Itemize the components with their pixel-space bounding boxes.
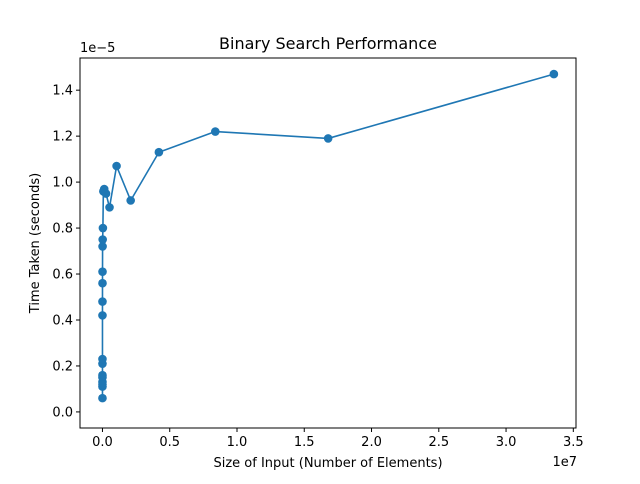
data-point bbox=[98, 297, 107, 306]
data-point bbox=[105, 203, 114, 212]
x-tick-label: 3.0 bbox=[496, 435, 517, 450]
data-point bbox=[211, 127, 220, 136]
x-tick-label: 3.5 bbox=[563, 435, 584, 450]
x-tick-label: 0.0 bbox=[92, 435, 113, 450]
y-tick-label: 0.0 bbox=[52, 405, 73, 420]
data-point bbox=[112, 161, 121, 171]
data-point bbox=[98, 354, 107, 364]
y-axis-label: Time Taken (seconds) bbox=[28, 173, 43, 314]
data-point bbox=[98, 267, 107, 277]
data-point bbox=[98, 370, 107, 380]
data-point bbox=[549, 69, 559, 79]
x-axis-label: Size of Input (Number of Elements) bbox=[213, 456, 442, 471]
data-point bbox=[126, 196, 135, 205]
data-point bbox=[98, 311, 107, 320]
y-tick-label: 0.8 bbox=[52, 222, 73, 237]
chart-title: Binary Search Performance bbox=[219, 34, 437, 53]
x-tick-label: 1.5 bbox=[294, 435, 315, 450]
y-tick-label: 1.4 bbox=[52, 84, 73, 99]
y-offset-label: 1e−5 bbox=[80, 41, 115, 56]
y-axis: 0.0 0.2 0.4 0.6 0.8 1.0 1.2 1.4 bbox=[52, 84, 80, 420]
data-point bbox=[98, 278, 107, 288]
x-tick-label: 0.5 bbox=[159, 435, 180, 450]
x-offset-label: 1e7 bbox=[552, 455, 577, 470]
y-tick-label: 0.4 bbox=[52, 313, 73, 328]
x-tick-label: 2.5 bbox=[428, 435, 449, 450]
plot-area bbox=[98, 69, 559, 403]
data-point bbox=[101, 189, 111, 198]
x-tick-label: 1.0 bbox=[227, 435, 248, 450]
data-point bbox=[98, 235, 107, 244]
data-point bbox=[98, 242, 107, 251]
y-tick-label: 0.6 bbox=[52, 268, 73, 283]
x-tick-label: 2.0 bbox=[361, 435, 382, 450]
x-axis: 0.0 0.5 1.0 1.5 2.0 2.5 3.0 3.5 bbox=[92, 428, 584, 450]
data-point bbox=[98, 393, 107, 403]
data-point bbox=[98, 223, 108, 233]
data-point bbox=[323, 134, 333, 143]
y-tick-label: 0.2 bbox=[52, 359, 73, 374]
axes-frame bbox=[79, 57, 577, 429]
y-tick-label: 1.2 bbox=[52, 130, 73, 145]
y-tick-label: 1.0 bbox=[52, 176, 73, 191]
data-point bbox=[154, 147, 164, 157]
data-point bbox=[98, 380, 107, 389]
